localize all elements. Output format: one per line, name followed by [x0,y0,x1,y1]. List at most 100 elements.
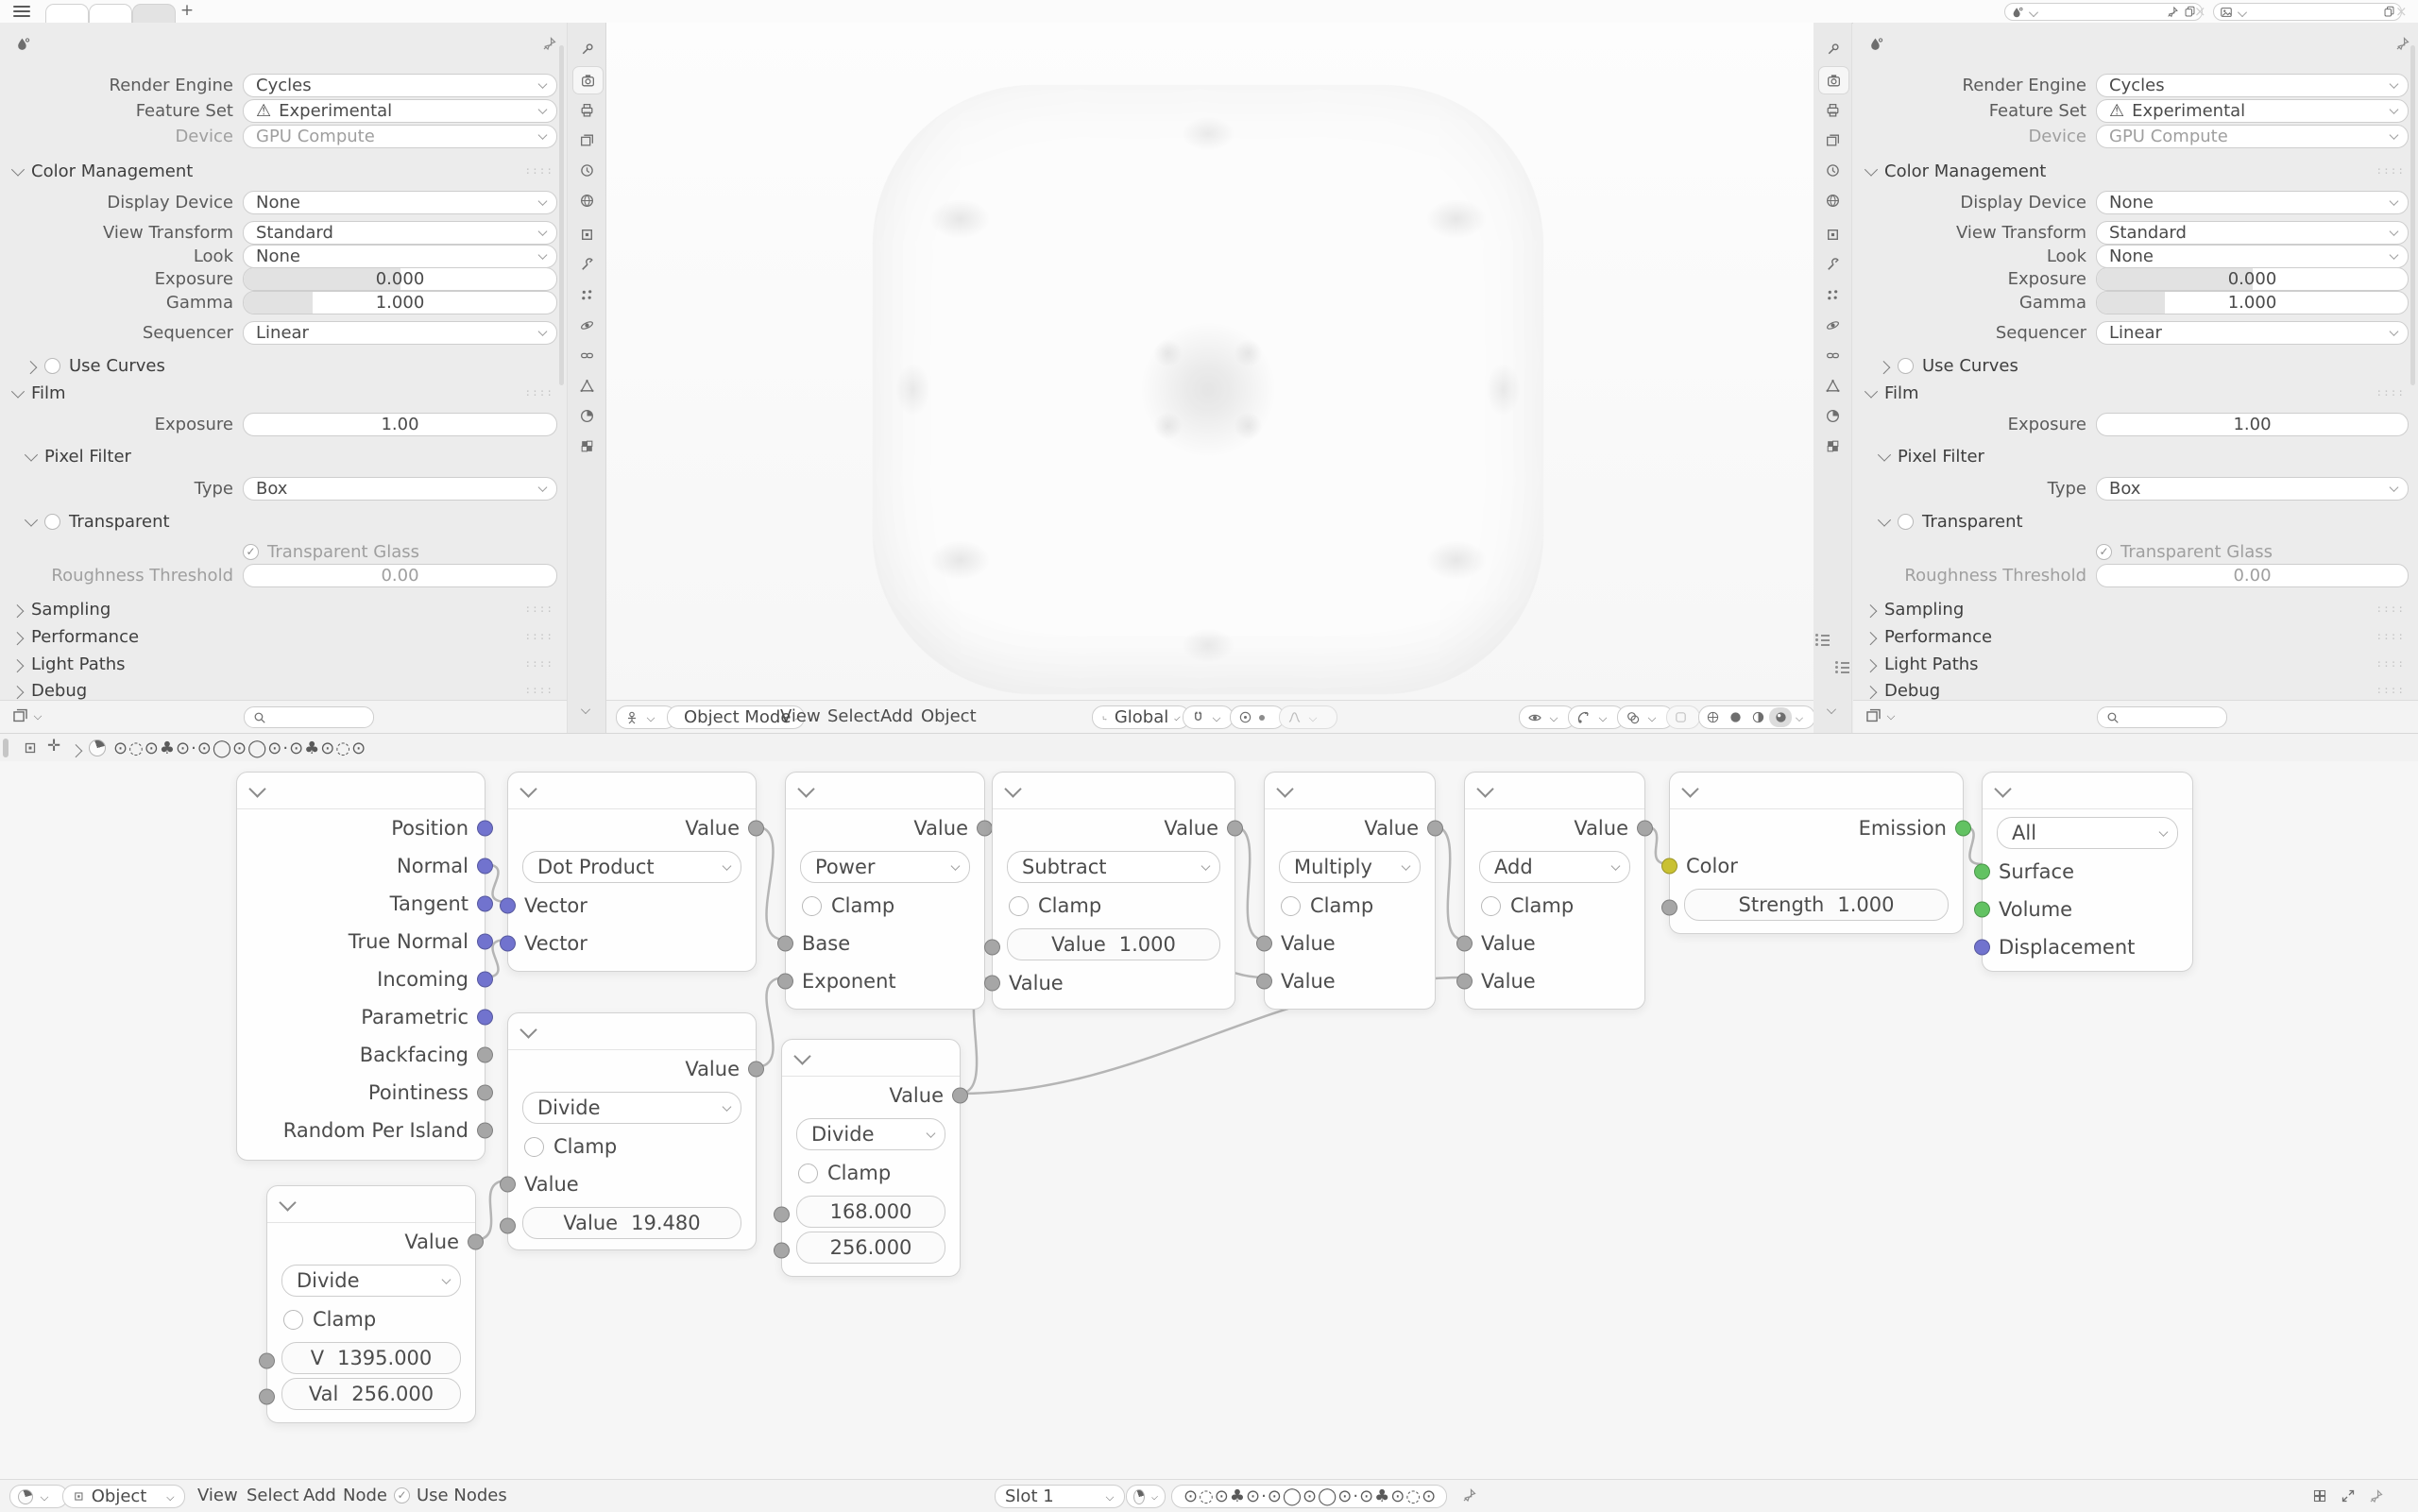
tab-texture[interactable] [1818,433,1848,459]
node-math-divide-c[interactable]: Value Divide Clamp V 1395.000 Val 256.000 [259,1185,484,1423]
tab-constraints[interactable] [572,342,602,368]
render-engine-dropdown[interactable]: Cycles [2096,73,2409,97]
section-sampling[interactable]: Sampling [1864,598,1964,620]
section-film[interactable]: Film [10,382,66,404]
shading-material-button[interactable] [1746,707,1769,727]
menu-node[interactable]: Node [343,1486,387,1505]
tab-modifiers[interactable] [572,251,602,278]
section-debug[interactable]: Debug [10,679,87,702]
tab-material[interactable] [1818,402,1848,429]
tab-render-active[interactable] [572,66,604,94]
shading-rendered-button[interactable] [1769,707,1792,727]
pin-icon[interactable] [542,36,557,51]
node-math-add[interactable]: Value Add Clamp Value Value [1456,772,1653,1010]
film-exposure-field[interactable]: 1.00 [2096,412,2409,436]
input-socket-value[interactable] [984,939,1000,956]
input-socket-displacement[interactable] [1974,939,1990,956]
node-header[interactable] [1265,773,1435,809]
xray-toggle[interactable] [1666,705,1700,729]
tab-output[interactable] [1818,96,1848,123]
node-math-power[interactable]: Value Power Clamp Base Exponent [777,772,993,1010]
node-header[interactable] [267,1186,475,1223]
pin-icon[interactable] [2167,6,2179,18]
node-header[interactable] [1465,773,1644,809]
collapse-chevron-icon[interactable] [519,779,537,798]
section-light-paths[interactable]: Light Paths [10,653,126,675]
section-performance[interactable]: Performance [10,625,139,648]
input-socket-vector[interactable] [500,935,516,952]
overlays-dropdown[interactable] [1617,705,1674,729]
render-engine-dropdown[interactable]: Cycles [243,73,557,97]
tab-texture[interactable] [572,433,602,459]
tab-scene[interactable] [572,157,602,183]
node-header[interactable] [1670,773,1963,809]
editor-type-button[interactable] [9,1485,68,1508]
scrollbar-nub[interactable] [3,739,9,757]
node-header[interactable] [786,773,984,809]
value-field[interactable]: 168.000 [796,1196,945,1228]
add-workspace-button[interactable]: + [179,1,195,20]
target-dropdown[interactable]: All [1997,817,2178,849]
input-socket-strength[interactable] [1661,899,1677,916]
view-transform-dropdown[interactable]: Standard [2096,220,2409,245]
device-dropdown[interactable]: GPU Compute [2096,124,2409,148]
scrollbar[interactable] [559,45,564,385]
search-input[interactable] [244,706,374,728]
shader-type-dropdown[interactable]: Object [62,1485,185,1508]
input-socket-surface[interactable] [1974,863,1990,880]
output-socket-incoming[interactable] [477,971,493,988]
editor-type-button[interactable] [616,705,676,729]
transparent-glass-checkbox[interactable]: ✓ [2096,543,2112,560]
use-curves-checkbox[interactable] [1898,357,1914,374]
material-name-field[interactable]: ⊙◌⊙♣⊙·⊙◯⊙◯⊙·⊙♣⊙◌⊙ [1183,1487,1438,1506]
output-socket-value[interactable] [977,820,993,837]
look-dropdown[interactable]: None [243,244,557,268]
operation-dropdown[interactable]: Add [1479,851,1630,883]
menu-select[interactable]: Select [827,706,880,726]
operation-dropdown[interactable]: Divide [796,1118,945,1150]
clamp-checkbox[interactable] [1481,895,1501,916]
tab-modifiers[interactable] [1818,251,1848,278]
collapse-chevron-icon[interactable] [519,1020,537,1039]
clamp-checkbox[interactable] [798,1163,818,1183]
clamp-checkbox[interactable] [1281,895,1301,916]
input-socket-value[interactable] [500,1176,516,1193]
node-material-output[interactable]: All Surface Volume Displacement [1974,772,2193,972]
output-socket-value[interactable] [1427,820,1443,837]
strength-field[interactable]: Strength 1.000 [1684,889,1949,921]
section-pixel-filter[interactable]: Pixel Filter [1877,445,1984,467]
tab-world[interactable] [1818,187,1848,213]
section-performance[interactable]: Performance [1864,625,1992,648]
operation-dropdown[interactable]: Divide [281,1265,461,1297]
section-debug[interactable]: Debug [1864,679,1940,702]
clamp-checkbox[interactable] [1009,895,1029,916]
sequencer-dropdown[interactable]: Linear [243,320,557,345]
node-math-subtract[interactable]: Value Subtract Clamp Value 1.000 Value [984,772,1243,1010]
input-socket-value[interactable] [259,1388,275,1405]
collapse-chevron-icon[interactable] [793,1046,811,1065]
shading-dropdown[interactable] [1792,707,1807,727]
output-socket-random-per-island[interactable] [477,1122,493,1139]
exposure-slider[interactable]: 0.000 [243,266,557,291]
operation-dropdown[interactable]: Divide [522,1092,741,1124]
collapse-chevron-icon[interactable] [248,779,266,798]
input-socket-value[interactable] [1456,973,1473,990]
workspace-tab-2[interactable] [89,4,132,24]
tab-object[interactable] [1818,221,1848,247]
menu-view[interactable]: View [197,1486,238,1505]
input-socket-value[interactable] [1256,935,1272,952]
section-color-management[interactable]: Color Management [10,160,193,182]
clamp-checkbox[interactable] [524,1136,544,1157]
tab-world[interactable] [572,187,602,213]
collapse-chevron-icon[interactable] [1004,779,1022,798]
feature-set-dropdown[interactable]: ⚠ Experimental [243,98,557,123]
menu-select[interactable]: Select [247,1486,299,1505]
menu-add[interactable]: Add [303,1486,336,1505]
material-browse-button[interactable] [1126,1485,1166,1508]
film-exposure-field[interactable]: 1.00 [243,412,557,436]
tab-tool[interactable] [572,36,602,62]
input-socket-base[interactable] [777,935,793,952]
value-field[interactable]: Value 1.000 [1007,928,1220,960]
slot-dropdown[interactable]: Slot 1 [995,1485,1125,1508]
section-sampling[interactable]: Sampling [10,598,111,620]
